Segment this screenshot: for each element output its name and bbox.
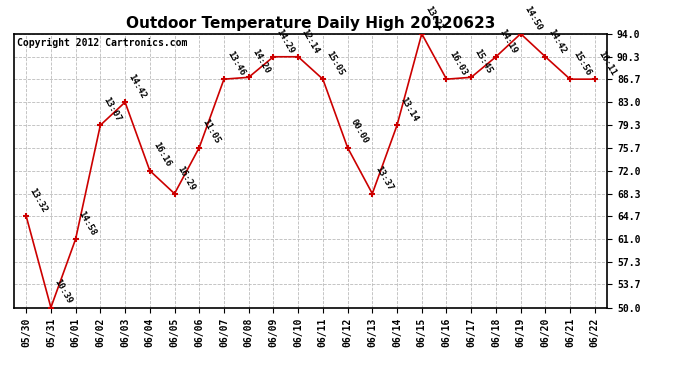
- Text: 13:07: 13:07: [101, 96, 123, 123]
- Text: 14:50: 14:50: [522, 4, 543, 32]
- Text: 00:00: 00:00: [349, 118, 370, 146]
- Text: 16:16: 16:16: [151, 141, 172, 169]
- Text: 12:14: 12:14: [299, 27, 321, 55]
- Text: 11:05: 11:05: [201, 118, 221, 146]
- Text: 13:32: 13:32: [28, 186, 48, 214]
- Text: 14:19: 14:19: [497, 27, 518, 55]
- Text: 14:42: 14:42: [546, 27, 568, 55]
- Text: 15:56: 15:56: [571, 50, 593, 77]
- Text: 13:46: 13:46: [225, 50, 246, 77]
- Text: 14:58: 14:58: [77, 209, 98, 237]
- Text: 14:42: 14:42: [126, 72, 148, 100]
- Text: 16:11: 16:11: [596, 50, 618, 77]
- Text: 10:39: 10:39: [52, 278, 73, 306]
- Text: 13:37: 13:37: [373, 164, 395, 192]
- Text: 15:45: 15:45: [473, 48, 493, 75]
- Text: 14:29: 14:29: [275, 27, 296, 55]
- Text: 14:20: 14:20: [250, 48, 271, 75]
- Text: 13:14: 13:14: [398, 96, 420, 123]
- Text: 16:29: 16:29: [176, 164, 197, 192]
- Text: 16:03: 16:03: [448, 50, 469, 77]
- Text: Copyright 2012 Cartronics.com: Copyright 2012 Cartronics.com: [17, 38, 187, 48]
- Title: Outdoor Temperature Daily High 20120623: Outdoor Temperature Daily High 20120623: [126, 16, 495, 31]
- Text: 13:21: 13:21: [423, 4, 444, 32]
- Text: 15:05: 15:05: [324, 50, 345, 77]
